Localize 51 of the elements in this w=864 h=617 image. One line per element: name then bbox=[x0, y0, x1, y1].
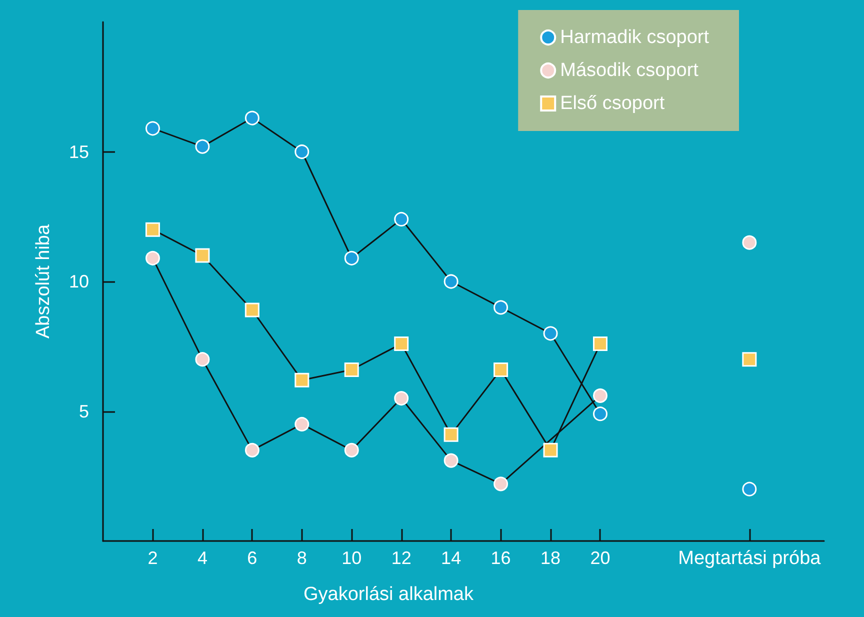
point bbox=[394, 336, 409, 352]
point bbox=[244, 110, 260, 126]
x-tick-label: 10 bbox=[342, 548, 362, 568]
x-axis-title: Gyakorlási alkalmak bbox=[304, 584, 474, 605]
point bbox=[294, 144, 310, 159]
point bbox=[494, 476, 508, 492]
x-tick-label: 16 bbox=[490, 548, 511, 568]
point bbox=[592, 336, 608, 352]
point bbox=[543, 326, 558, 341]
point bbox=[145, 222, 160, 237]
point bbox=[145, 250, 160, 266]
legend-label: Első csoport bbox=[560, 93, 666, 114]
x-tick-label: 12 bbox=[391, 548, 412, 568]
point bbox=[742, 235, 757, 250]
point bbox=[344, 442, 359, 458]
point bbox=[244, 442, 260, 458]
y-tick-label: 10 bbox=[68, 272, 89, 292]
point bbox=[244, 302, 260, 318]
y-axis-title: Abszolút hiba bbox=[33, 224, 54, 339]
point bbox=[593, 406, 608, 422]
point bbox=[195, 248, 210, 263]
x-tick-label: 20 bbox=[590, 548, 610, 568]
x-tick-label: 2 bbox=[148, 548, 158, 568]
point bbox=[444, 427, 458, 442]
point bbox=[394, 212, 409, 226]
point bbox=[742, 482, 757, 496]
point bbox=[344, 250, 359, 266]
y-tick-label: 15 bbox=[68, 142, 89, 162]
point bbox=[593, 388, 608, 403]
point bbox=[145, 121, 160, 136]
point bbox=[294, 372, 310, 388]
point bbox=[494, 362, 508, 377]
legend-label: Második csoport bbox=[560, 60, 700, 81]
point bbox=[543, 442, 558, 458]
x-tick-label: 6 bbox=[247, 548, 258, 568]
point bbox=[444, 274, 458, 289]
point bbox=[195, 352, 210, 367]
point bbox=[344, 362, 359, 377]
point bbox=[294, 416, 310, 432]
point bbox=[195, 139, 210, 154]
x-tick-label: 8 bbox=[296, 548, 307, 568]
x-tick-label: 18 bbox=[540, 548, 561, 568]
x-tick-label: 4 bbox=[197, 548, 208, 568]
x-tick-label: Megtartási próba bbox=[678, 548, 822, 569]
point bbox=[444, 453, 458, 468]
x-tick-label: 14 bbox=[441, 548, 462, 568]
point bbox=[494, 300, 508, 315]
legend-label: Harmadik csoport bbox=[560, 27, 710, 48]
y-tick-label: 5 bbox=[78, 401, 89, 422]
point bbox=[394, 391, 409, 406]
point bbox=[742, 352, 757, 367]
